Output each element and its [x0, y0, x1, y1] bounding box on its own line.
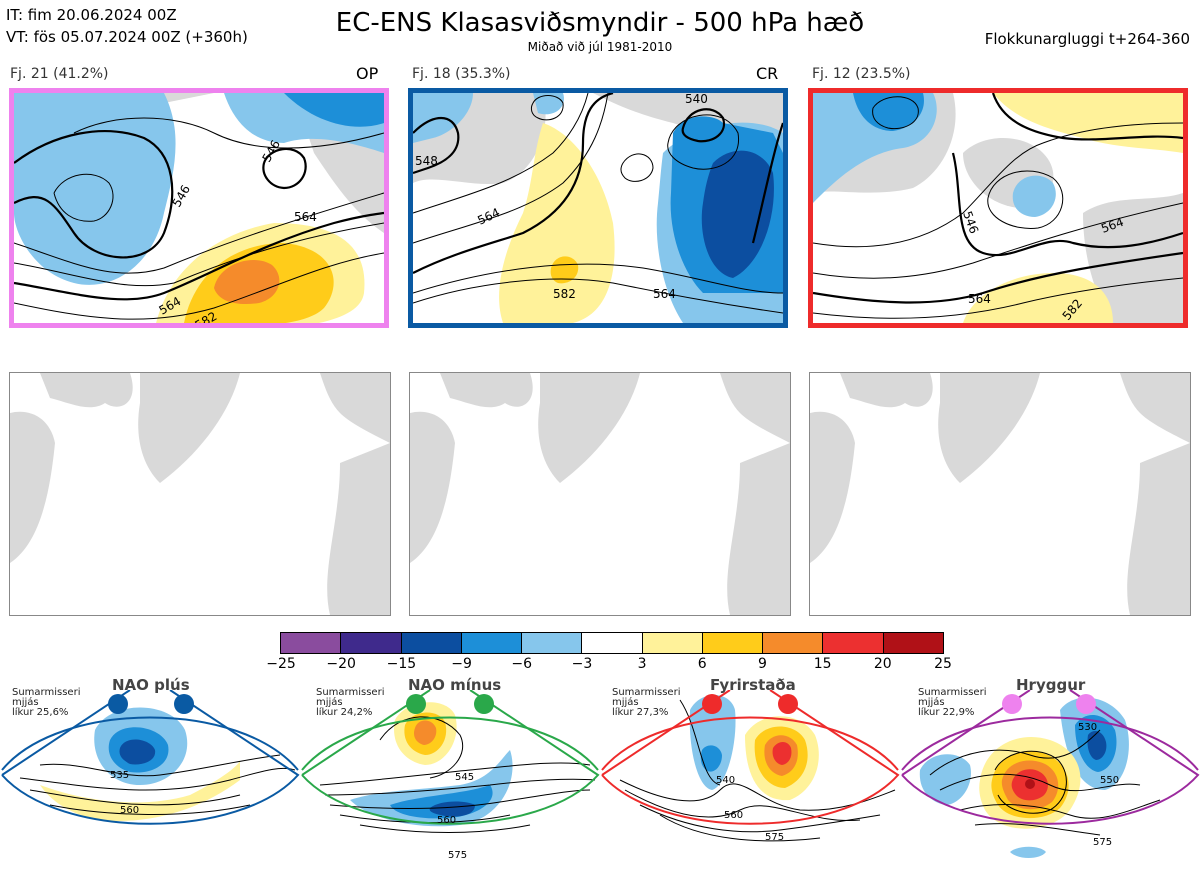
- colorbar-tick-label: −9: [451, 656, 472, 672]
- empty-map-3: [809, 372, 1191, 616]
- page-title: EC-ENS Klasasviðsmyndir - 500 hPa hæð: [335, 8, 865, 38]
- colorbar-tick-label: −25: [266, 656, 296, 672]
- regime-row: 535 560 545 560: [0, 690, 1200, 871]
- colorbar-tick-label: −3: [571, 656, 593, 672]
- panel-1-tag: OP: [356, 64, 379, 83]
- page-subtitle: Miðað við júl 1981-2010: [527, 40, 673, 54]
- contour-label: 548: [415, 154, 438, 168]
- colorbar-tick-label: 25: [934, 656, 952, 672]
- colorbar-swatch: [461, 633, 523, 653]
- colorbar-tick-label: 15: [813, 656, 832, 672]
- colorbar-swatch: [642, 633, 703, 653]
- cluster-map-2[interactable]: 548 540 564 564 582: [408, 88, 788, 328]
- regime-nao-minus: 545 560 575: [301, 690, 600, 861]
- contour-label: 575: [765, 832, 784, 843]
- contour-label: 550: [1100, 775, 1119, 786]
- empty-map-1: [9, 372, 391, 616]
- contour-label: 564: [968, 292, 991, 306]
- classification-window: Flokkunargluggi t+264-360: [984, 30, 1190, 48]
- contour-label: 575: [448, 850, 467, 861]
- contour-label: 535: [110, 770, 129, 781]
- regime-ridge: 530 550 575: [901, 690, 1200, 858]
- colorbar-tick-label: 6: [697, 656, 707, 672]
- colorbar-swatch: [823, 633, 884, 653]
- regime-nao-plus: 535 560: [1, 690, 300, 825]
- colorbar-swatch: [401, 633, 462, 653]
- regime-name-2: NAO mínus: [408, 676, 502, 694]
- contour-label: 582: [553, 287, 576, 301]
- regime-note-3: Sumarmisseri mjjás líkur 27,3%: [612, 687, 681, 718]
- regime-blocking: 540 560 575: [601, 690, 900, 843]
- cluster-map-1[interactable]: 546 546 564 564 582: [9, 88, 389, 328]
- colorbar-tick-label: −6: [511, 656, 533, 672]
- header-times: IT: fim 20.06.2024 00Z VT: fös 05.07.202…: [6, 4, 248, 48]
- colorbar-swatch: [582, 633, 643, 653]
- colorbar-swatch: [522, 633, 583, 653]
- panel-3-label: Fj. 12 (23.5%): [812, 66, 911, 82]
- panel-2-tag: CR: [756, 64, 779, 83]
- valid-time: VT: fös 05.07.2024 00Z (+360h): [6, 28, 248, 46]
- empty-map-2: [409, 372, 791, 616]
- contour-label: 560: [437, 815, 456, 826]
- regime-note-1: Sumarmisseri mjjás líkur 25,6%: [12, 687, 81, 718]
- colorbar-tick-label: 3: [637, 656, 647, 672]
- contour-label: 560: [724, 810, 743, 821]
- colorbar-tick-label: −20: [326, 656, 356, 672]
- regime-note-2: Sumarmisseri mjjás líkur 24,2%: [316, 687, 385, 718]
- regime-name-3: Fyrirstaða: [710, 676, 796, 694]
- regime-note-4: Sumarmisseri mjjás líkur 22,9%: [918, 687, 987, 718]
- panel-1-label: Fj. 21 (41.2%): [10, 66, 109, 82]
- contour-label: 540: [716, 775, 735, 786]
- colorbar-tick-label: 9: [757, 656, 767, 672]
- initial-time: IT: fim 20.06.2024 00Z: [6, 6, 177, 24]
- colorbar-swatch: [341, 633, 402, 653]
- contour-label: 575: [1093, 837, 1112, 848]
- colorbar-swatch: [883, 633, 943, 653]
- colorbar-swatch: [281, 633, 342, 653]
- contour-label: 560: [120, 805, 139, 816]
- contour-label: 540: [685, 93, 708, 106]
- colorbar-swatch: [702, 633, 764, 653]
- panel-2-label: Fj. 18 (35.3%): [412, 66, 511, 82]
- colorbar-tick-label: −15: [386, 656, 417, 672]
- contour-label: 530: [1078, 722, 1097, 733]
- colorbar: [280, 632, 944, 654]
- regime-name-1: NAO plús: [112, 676, 190, 694]
- colorbar-swatch: [763, 633, 824, 653]
- colorbar-tick-label: 20: [873, 656, 892, 672]
- cluster-map-3[interactable]: 546 564 564 582: [808, 88, 1188, 328]
- contour-label: 564: [653, 287, 676, 301]
- regime-name-4: Hryggur: [1016, 676, 1086, 694]
- contour-label: 545: [455, 772, 474, 783]
- contour-label: 564: [294, 210, 317, 224]
